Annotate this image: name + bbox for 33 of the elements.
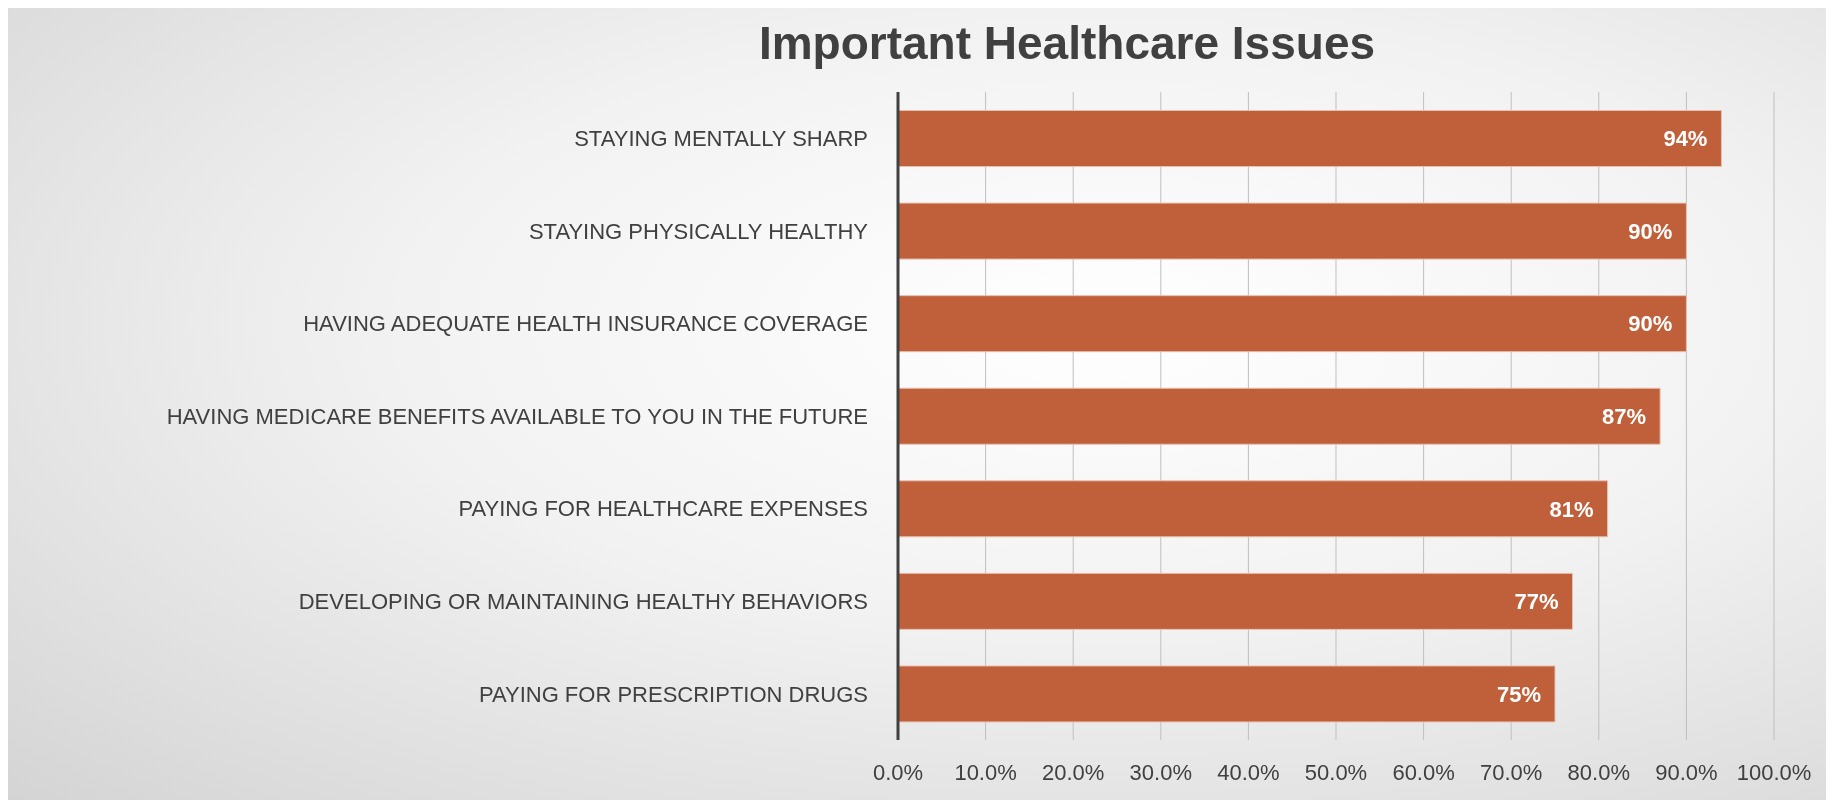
y-tick-label: STAYING PHYSICALLY HEALTHY [528, 218, 869, 244]
y-tick-label: PAYING FOR PRESCRIPTION DRUGS [478, 681, 868, 707]
data-label: 75% [1496, 681, 1541, 707]
bar [898, 295, 1687, 353]
bar [898, 480, 1609, 538]
data-label: 77% [1514, 589, 1559, 615]
x-tick-label: 60.0% [1392, 759, 1455, 785]
chart-title: Important Healthcare Issues [757, 16, 1377, 70]
bar [898, 387, 1661, 445]
x-tick-label: 90.0% [1655, 759, 1718, 785]
data-label: 87% [1602, 404, 1647, 430]
x-tick-label: 100.0% [1736, 759, 1812, 785]
x-tick-label: 40.0% [1217, 759, 1280, 785]
data-label: 90% [1628, 218, 1673, 244]
x-tick-label: 20.0% [1042, 759, 1105, 785]
x-tick-label: 0.0% [872, 759, 924, 785]
y-tick-label: HAVING ADEQUATE HEALTH INSURANCE COVERAGE [303, 311, 868, 337]
bar [898, 202, 1687, 260]
x-tick-label: 50.0% [1304, 759, 1368, 785]
data-label: 81% [1549, 496, 1594, 522]
y-tick-label: DEVELOPING OR MAINTAINING HEALTHY BEHAVIORS [298, 588, 868, 614]
y-tick-label: STAYING MENTALLY SHARP [574, 126, 868, 152]
bar [898, 665, 1556, 723]
bar [898, 110, 1722, 168]
x-tick-label: 80.0% [1567, 759, 1630, 785]
data-label: 94% [1663, 126, 1708, 152]
y-tick-label: PAYING FOR HEALTHCARE EXPENSES [458, 496, 868, 522]
x-tick-label: 30.0% [1129, 759, 1192, 785]
y-tick-label: HAVING MEDICARE BENEFITS AVAILABLE TO YOU IN THE FUTURE [166, 403, 868, 429]
bar [898, 572, 1574, 630]
x-tick-label: 70.0% [1480, 759, 1543, 785]
x-tick-label: 10.0% [954, 759, 1017, 785]
data-label: 90% [1628, 311, 1673, 337]
